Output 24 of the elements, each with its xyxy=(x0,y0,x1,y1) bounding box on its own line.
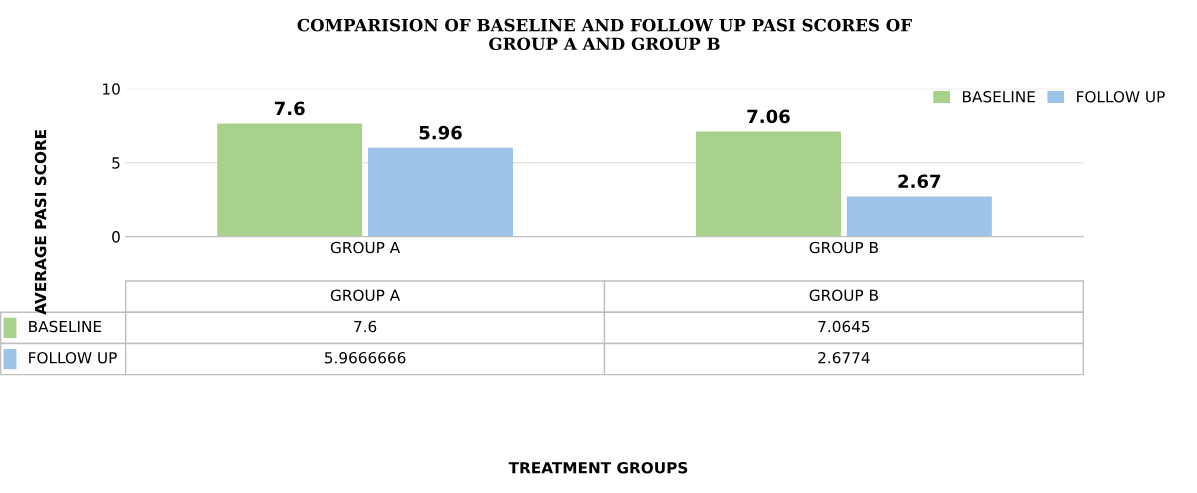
data-label: 7.06 xyxy=(747,109,790,124)
series-label: FOLLOW UP xyxy=(29,351,117,364)
y-tick-label: 10 xyxy=(103,83,120,95)
bar xyxy=(695,131,841,237)
data-label: 2.6774 xyxy=(818,351,870,364)
data-label: 7.0645 xyxy=(818,320,870,333)
y-tick-label: 5 xyxy=(112,157,120,169)
data-label: 5.96 xyxy=(419,125,462,140)
y-tick-label: 0 xyxy=(112,231,120,243)
y-axis-title: AVERAGE PASI SCORE xyxy=(34,129,47,315)
legend-label: BASELINE xyxy=(963,90,1035,103)
data-label: 2.67 xyxy=(898,174,941,189)
category-label: GROUP B xyxy=(809,289,878,302)
chart-title: COMPARISION OF BASELINE AND FOLLOW UP PASI SCORES OF GROUP A AND GROUP B xyxy=(297,18,912,51)
bar xyxy=(217,123,363,237)
data-label: 7.6 xyxy=(274,101,305,116)
series-label: BASELINE xyxy=(29,320,102,333)
data-label: 5.9666666 xyxy=(324,351,406,364)
bar xyxy=(367,147,514,237)
category-label: GROUP A xyxy=(330,289,401,302)
legend-label: FOLLOW UP xyxy=(1077,90,1165,103)
bar xyxy=(846,196,992,237)
text: TREATMENT GROUPS xyxy=(508,461,688,474)
data-label: 7.6 xyxy=(354,320,377,333)
